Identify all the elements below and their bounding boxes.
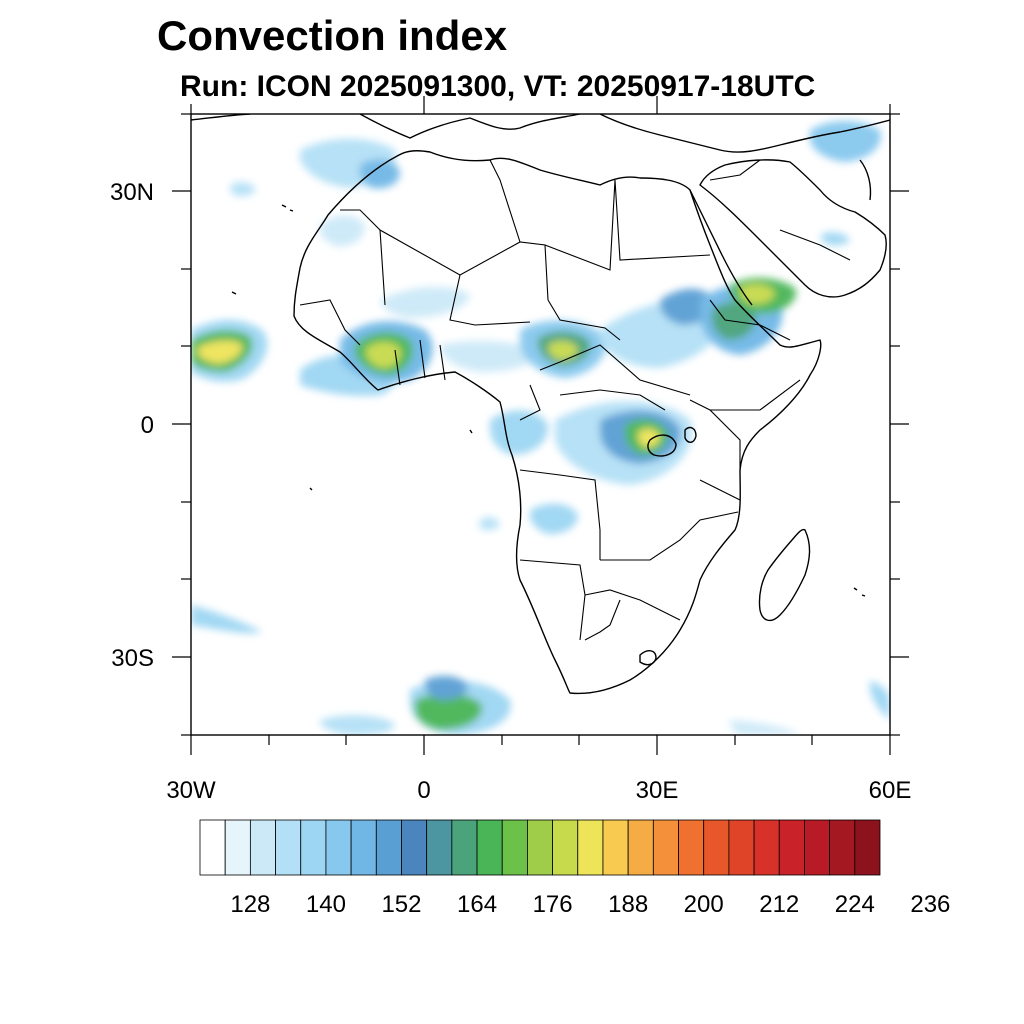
colorbar-swatch — [652, 819, 679, 876]
lon-label-0: 0 — [417, 777, 430, 804]
colorbar-swatch — [325, 819, 352, 876]
colorbar-label: 224 — [835, 891, 875, 918]
colorbar-label: 236 — [910, 891, 950, 918]
colorbar-swatch — [249, 819, 276, 876]
colorbar-label: 212 — [759, 891, 799, 918]
colorbar-swatch — [778, 819, 805, 876]
colorbar-swatch — [350, 819, 377, 876]
colorbar-swatch — [627, 819, 654, 876]
lat-label-30s: 30S — [111, 645, 154, 672]
colorbar-label: 200 — [684, 891, 724, 918]
colorbar-label: 140 — [306, 891, 346, 918]
map-subtitle: Run: ICON 2025091300, VT: 20250917-18UTC — [180, 70, 816, 103]
colorbar-swatch — [501, 819, 528, 876]
colorbar-swatch — [678, 819, 705, 876]
colorbar — [199, 819, 881, 876]
colorbar-swatch — [804, 819, 831, 876]
lon-label-30w: 30W — [166, 777, 216, 804]
lat-label-0: 0 — [141, 412, 154, 439]
lon-label-30e: 30E — [636, 777, 679, 804]
colorbar-swatch — [829, 819, 856, 876]
colorbar-label: 164 — [457, 891, 497, 918]
map-title: Convection index — [157, 12, 508, 59]
colorbar-swatch — [703, 819, 730, 876]
colorbar-swatch — [527, 819, 553, 876]
colorbar-label: 152 — [381, 891, 421, 918]
colorbar-labels: 128 140 152 164 176 188 200 212 224 236 — [230, 891, 950, 918]
colorbar-label: 188 — [608, 891, 648, 918]
axis-ticks — [172, 96, 909, 755]
colorbar-swatch — [426, 819, 453, 876]
colorbar-swatch — [753, 819, 780, 876]
colorbar-swatch — [476, 819, 503, 876]
colorbar-label: 128 — [230, 891, 270, 918]
colorbar-swatch — [552, 819, 579, 876]
country-borders — [299, 159, 851, 641]
colorbar-swatch — [224, 819, 251, 876]
colorbar-swatch — [199, 819, 226, 876]
lat-label-30n: 30N — [110, 179, 154, 206]
colorbar-swatch — [275, 819, 302, 876]
colorbar-swatch — [602, 819, 629, 876]
colorbar-label: 176 — [533, 891, 573, 918]
colorbar-swatch — [577, 819, 604, 876]
lon-label-60e: 60E — [869, 777, 912, 804]
colorbar-swatch — [375, 819, 402, 876]
colorbar-swatch — [854, 819, 881, 876]
colorbar-swatch — [451, 819, 478, 876]
colorbar-swatch — [300, 819, 327, 876]
convection-field — [191, 121, 890, 735]
coastlines — [191, 114, 890, 695]
colorbar-swatch — [401, 819, 428, 876]
colorbar-swatch — [728, 819, 755, 876]
